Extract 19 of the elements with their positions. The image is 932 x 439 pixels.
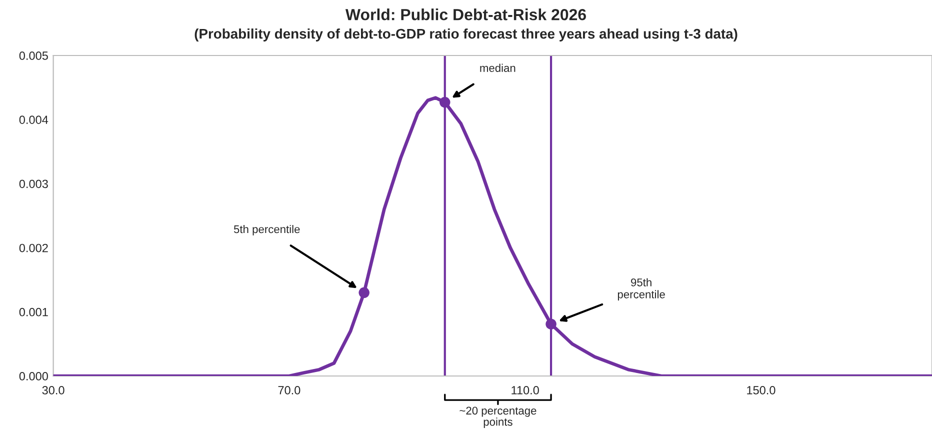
y-tick-label: 0.002 <box>19 244 48 252</box>
annotation: median <box>480 64 516 72</box>
y-tick-label: 0.001 <box>19 308 48 316</box>
y-tick-label: 0.003 <box>19 180 48 188</box>
y-tick-label: 0.004 <box>19 116 48 124</box>
chart-title: World: Public Debt-at-Risk 2026 <box>345 8 586 20</box>
annotation: 5th percentile <box>234 224 300 236</box>
x-tick-label: 150.0 <box>747 386 776 394</box>
x-tick-label: 30.0 <box>42 386 64 394</box>
y-tick-label: 0.005 <box>19 52 48 60</box>
x-tick-label: 110.0 <box>512 386 539 394</box>
point <box>546 318 556 330</box>
point <box>440 96 450 108</box>
annotation: 95th percentile <box>618 278 665 301</box>
text: ~20 percentage points <box>460 406 536 428</box>
point <box>358 287 370 298</box>
y-tick-label: 0.000 <box>19 372 48 380</box>
x-tick-label: 70.0 <box>278 386 300 394</box>
chart-subtitle: (Probability density of debt-to-GDP ratio forecast three years ahead using t-3 data) <box>194 28 738 42</box>
